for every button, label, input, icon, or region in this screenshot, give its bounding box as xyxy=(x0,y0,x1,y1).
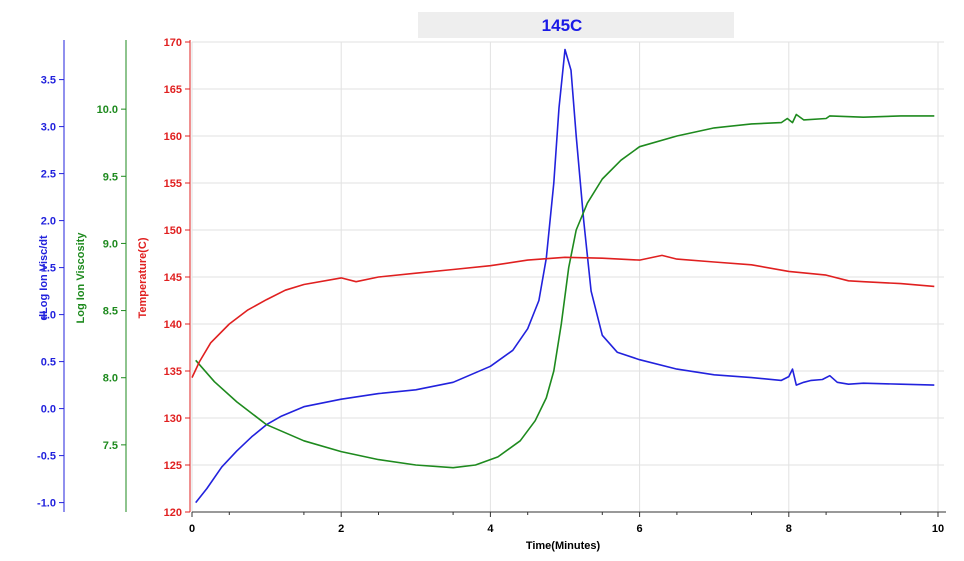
temperature-tick-label: 165 xyxy=(164,84,182,96)
logvisc-axis: 7.5 8.0 8.5 9.0 9.5 10.0 xyxy=(97,40,127,512)
x-tick-label: 10 xyxy=(932,523,944,535)
grid-lines xyxy=(191,41,944,513)
series-group xyxy=(191,48,935,504)
x-tick-label: 6 xyxy=(637,523,643,535)
temperature-tick-label: 140 xyxy=(164,319,182,331)
temperature-tick-label: 145 xyxy=(164,272,182,284)
dlog-series-line xyxy=(195,48,935,504)
temperature-tick-label: 155 xyxy=(164,178,182,190)
temperature-axis-label: Temperature(C) xyxy=(137,237,149,318)
temperature-tick-label: 135 xyxy=(164,366,182,378)
dlog-tick-label: -1.0 xyxy=(37,498,56,510)
temperature-tick-label: 130 xyxy=(164,413,182,425)
logvisc-tick-label: 7.5 xyxy=(103,440,118,452)
logvisc-axis-label: Log Ion Viscosity xyxy=(75,232,87,324)
x-tick-label: 8 xyxy=(786,523,792,535)
logvisc-tick-label: 10.0 xyxy=(97,104,118,116)
temperature-tick-label: 150 xyxy=(164,225,182,237)
temperature-tick-label: 170 xyxy=(164,37,182,49)
temperature-tick-label: 160 xyxy=(164,131,182,143)
chart-title: 145C xyxy=(542,16,583,35)
dlog-tick-label: 1.0 xyxy=(41,310,56,322)
title-bar xyxy=(418,12,734,38)
dlog-tick-label: -0.5 xyxy=(37,451,56,463)
logvisc-tick-label: 9.5 xyxy=(103,171,118,183)
dlog-tick-label: 1.5 xyxy=(41,263,56,275)
dlog-tick-label: 3.0 xyxy=(41,122,56,134)
dlog-axis-label: dLog Ion Visc/dt xyxy=(38,235,50,321)
logvisc-tick-label: 8.0 xyxy=(103,373,118,385)
temperature-tick-label: 125 xyxy=(164,460,182,472)
x-tick-label: 0 xyxy=(189,523,195,535)
temperature-axis: 120 125 130 135 140 145 150 155 160 165 170 xyxy=(164,37,191,519)
dlog-tick-label: 0.0 xyxy=(41,404,56,416)
dlog-tick-label: 3.5 xyxy=(41,75,56,87)
x-axis-label: Time(Minutes) xyxy=(526,540,601,552)
dlog-tick-label: 0.5 xyxy=(41,357,56,369)
logvisc-tick-label: 8.5 xyxy=(103,306,118,318)
dlog-tick-label: 2.0 xyxy=(41,216,56,228)
x-axis: 0 2 4 6 8 10 xyxy=(189,511,946,535)
x-tick-label: 4 xyxy=(487,523,494,535)
dlog-axis: -1.0 -0.5 0.0 0.5 1.0 1.5 2.0 2.5 3.0 3.5 xyxy=(37,40,65,512)
dlog-tick-label: 2.5 xyxy=(41,169,56,181)
temperature-series-line xyxy=(191,254,935,378)
logvisc-series-line xyxy=(195,113,935,469)
logvisc-tick-label: 9.0 xyxy=(103,238,118,250)
x-tick-label: 2 xyxy=(338,523,344,535)
temperature-tick-label: 120 xyxy=(164,507,182,519)
